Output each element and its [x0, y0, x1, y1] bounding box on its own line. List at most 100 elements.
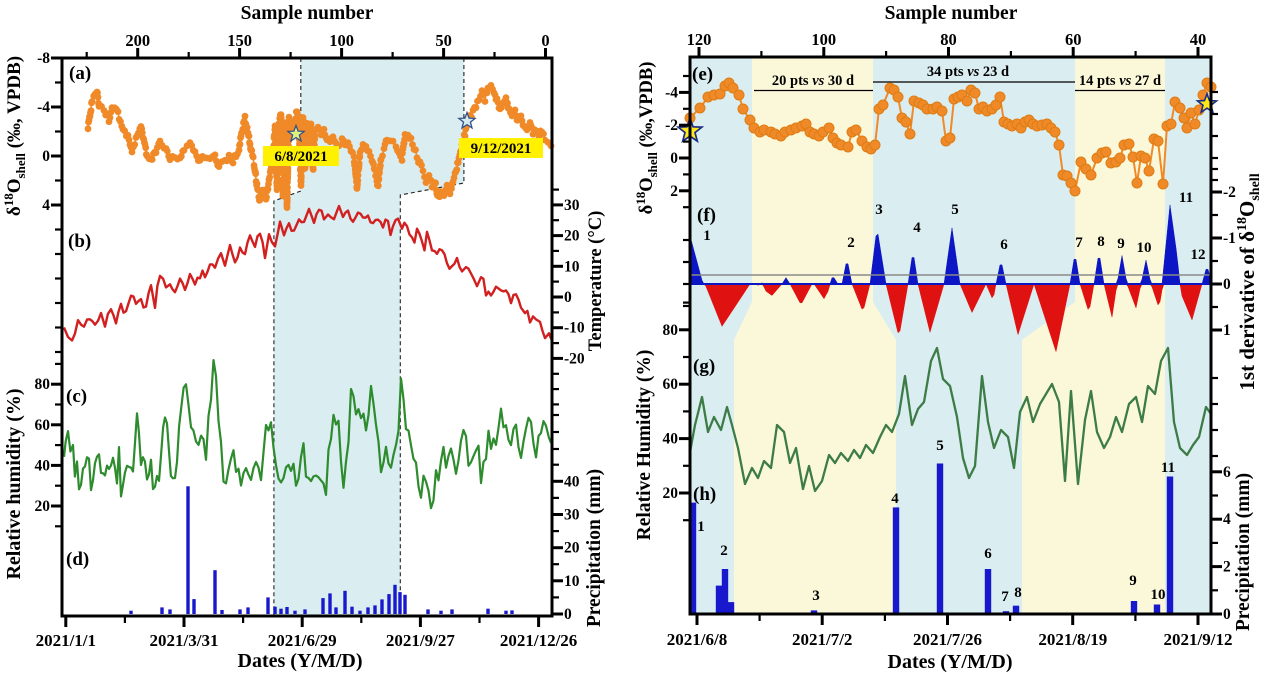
svg-text:7: 7: [1001, 589, 1009, 605]
svg-text:2021/1/1: 2021/1/1: [36, 631, 96, 650]
svg-text:10: 10: [1151, 587, 1166, 603]
svg-text:20: 20: [564, 228, 580, 245]
svg-text:2021/12/26: 2021/12/26: [500, 631, 577, 650]
svg-text:(b): (b): [68, 231, 91, 252]
svg-text:80: 80: [940, 30, 957, 49]
svg-text:120: 120: [687, 30, 712, 49]
svg-text:-4: -4: [665, 84, 678, 101]
svg-text:-20: -20: [564, 350, 585, 367]
svg-text:80: 80: [663, 322, 679, 339]
svg-text:(a): (a): [69, 63, 91, 84]
svg-text:-8: -8: [37, 50, 50, 67]
svg-text:20 pts vs 30 d: 20 pts vs 30 d: [772, 73, 854, 89]
svg-text:Dates (Y/M/D): Dates (Y/M/D): [238, 650, 363, 672]
svg-text:4: 4: [891, 491, 899, 507]
svg-text:Precipitation (mm): Precipitation (mm): [1233, 473, 1254, 631]
svg-text:80: 80: [35, 376, 51, 393]
svg-text:(d): (d): [66, 549, 89, 570]
svg-text:2021/6/29: 2021/6/29: [268, 631, 337, 650]
svg-text:Temperature (°C): Temperature (°C): [586, 211, 606, 351]
svg-text:1: 1: [703, 228, 711, 244]
svg-text:2021/9/12: 2021/9/12: [1164, 630, 1233, 649]
svg-text:2021/6/8: 2021/6/8: [667, 630, 727, 649]
svg-text:δ18Oshell (‰,VPDB): δ18Oshell (‰,VPDB): [633, 62, 660, 215]
svg-text:20: 20: [35, 498, 51, 515]
svg-text:0: 0: [42, 148, 50, 165]
svg-text:2: 2: [1223, 559, 1231, 576]
svg-text:2: 2: [847, 235, 855, 251]
svg-text:10: 10: [564, 258, 580, 275]
svg-text:-2: -2: [665, 117, 678, 134]
svg-text:2021/7/26: 2021/7/26: [913, 630, 982, 649]
svg-text:1: 1: [697, 519, 705, 535]
svg-text:0: 0: [670, 150, 678, 167]
svg-text:30: 30: [564, 507, 580, 524]
svg-text:0: 0: [1223, 276, 1231, 293]
svg-text:Sample number: Sample number: [241, 3, 374, 24]
svg-text:0: 0: [564, 289, 572, 306]
svg-text:200: 200: [125, 31, 150, 50]
svg-text:6: 6: [984, 546, 992, 562]
svg-text:6: 6: [1000, 237, 1008, 253]
svg-text:(h): (h): [693, 484, 716, 505]
svg-text:0: 0: [1223, 606, 1231, 623]
svg-text:-4: -4: [37, 99, 50, 116]
svg-text:Relative Humidity (%): Relative Humidity (%): [634, 350, 655, 541]
svg-text:40: 40: [564, 473, 580, 490]
svg-text:6/8/2021: 6/8/2021: [274, 149, 327, 165]
svg-text:5: 5: [936, 438, 944, 454]
svg-text:0: 0: [541, 31, 549, 50]
svg-text:20: 20: [564, 540, 580, 557]
svg-text:5: 5: [951, 202, 959, 218]
svg-text:Sample number: Sample number: [885, 3, 1018, 24]
svg-text:100: 100: [329, 31, 354, 50]
svg-text:Precipitation (mm): Precipitation (mm): [584, 469, 605, 627]
svg-text:-1: -1: [1223, 230, 1236, 247]
svg-text:10: 10: [1137, 240, 1152, 256]
svg-text:(f): (f): [697, 205, 716, 226]
svg-text:34 pts vs 23 d: 34 pts vs 23 d: [927, 64, 1009, 80]
svg-text:0: 0: [564, 606, 572, 623]
svg-text:50: 50: [435, 31, 452, 50]
svg-text:4: 4: [42, 197, 50, 214]
svg-text:4: 4: [1223, 511, 1231, 528]
svg-text:14 pts vs 27 d: 14 pts vs 27 d: [1079, 73, 1161, 89]
svg-text:40: 40: [1190, 30, 1207, 49]
svg-text:2021/8/19: 2021/8/19: [1038, 630, 1107, 649]
svg-text:Relative humidity (%): Relative humidity (%): [3, 388, 25, 579]
svg-text:8: 8: [1014, 585, 1022, 601]
svg-text:δ18Oshell (‰, VPDB): δ18Oshell (‰, VPDB): [1, 56, 28, 216]
svg-text:2021/3/31: 2021/3/31: [150, 631, 219, 650]
svg-text:2: 2: [720, 543, 728, 559]
svg-text:3: 3: [875, 202, 883, 218]
svg-text:2021/7/2: 2021/7/2: [792, 630, 852, 649]
svg-text:30: 30: [564, 197, 580, 214]
svg-text:60: 60: [1065, 30, 1082, 49]
svg-text:12: 12: [1191, 247, 1206, 263]
svg-text:1st derivative of δ18Oshell: 1st derivative of δ18Oshell: [1235, 173, 1263, 390]
svg-text:2021/9/27: 2021/9/27: [386, 631, 455, 650]
svg-text:11: 11: [1161, 460, 1175, 476]
svg-text:9: 9: [1129, 573, 1137, 589]
svg-text:Dates (Y/M/D): Dates (Y/M/D): [888, 651, 1013, 673]
svg-text:7: 7: [1075, 235, 1083, 251]
svg-text:(e): (e): [692, 64, 713, 85]
svg-text:20: 20: [663, 485, 679, 502]
svg-text:40: 40: [663, 431, 679, 448]
svg-text:100: 100: [811, 30, 836, 49]
svg-text:10: 10: [564, 573, 580, 590]
svg-text:(g): (g): [693, 356, 715, 377]
svg-text:3: 3: [812, 588, 820, 604]
svg-text:(c): (c): [66, 386, 87, 407]
svg-text:150: 150: [227, 31, 252, 50]
svg-text:-10: -10: [564, 320, 585, 337]
svg-text:60: 60: [35, 417, 51, 434]
svg-text:8: 8: [1097, 234, 1105, 250]
svg-text:2: 2: [670, 183, 678, 200]
svg-text:9/12/2021: 9/12/2021: [471, 141, 532, 157]
svg-text:1: 1: [1223, 322, 1231, 339]
svg-text:4: 4: [913, 220, 921, 236]
svg-text:11: 11: [1179, 190, 1193, 206]
svg-text:-2: -2: [1223, 184, 1236, 201]
svg-text:40: 40: [35, 457, 51, 474]
